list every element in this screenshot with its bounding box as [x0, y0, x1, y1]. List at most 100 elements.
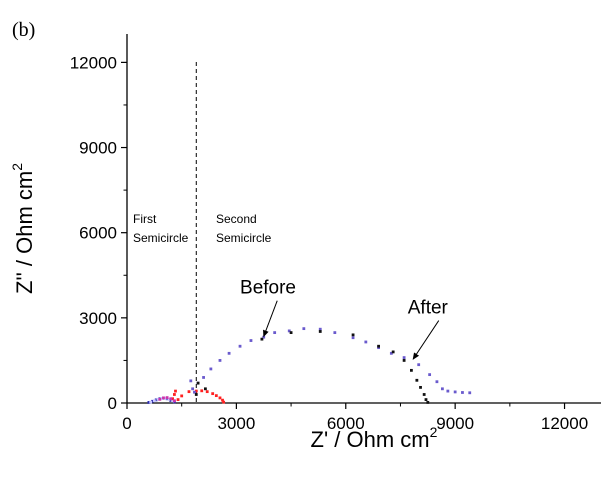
data-point [221, 398, 224, 402]
data-point [173, 393, 176, 396]
first-semicircle-label-line2: Semicircle [133, 231, 189, 245]
x-tick-label: 12000 [541, 414, 588, 433]
x-tick-label: 9000 [436, 414, 474, 433]
data-point [165, 396, 169, 400]
data-point [417, 363, 421, 367]
data-point [205, 390, 209, 394]
x-tick-label: 3000 [217, 414, 255, 433]
data-point [214, 394, 218, 398]
data-point [318, 327, 322, 331]
data-point [202, 376, 205, 379]
annotation-arrow [263, 300, 278, 338]
y-axis-title-text: Z'' / Ohm cm [12, 171, 37, 294]
data-point [171, 397, 174, 401]
annotation-label: Before [240, 278, 296, 299]
data-point [260, 337, 264, 341]
data-point [196, 381, 200, 385]
data-point [377, 344, 380, 348]
y-axis-title-sup: 2 [9, 163, 25, 171]
data-point [446, 389, 450, 393]
data-point [154, 398, 158, 402]
second-semicircle-label-line1: Second [216, 212, 257, 226]
data-point [391, 350, 395, 354]
data-point [419, 385, 422, 389]
data-point [173, 399, 176, 403]
data-point [169, 397, 173, 401]
data-point [227, 351, 231, 355]
data-point [147, 401, 151, 404]
data-point [302, 327, 306, 331]
data-point [218, 359, 222, 362]
data-point [402, 359, 406, 362]
x-tick-label: 6000 [327, 414, 365, 433]
data-point [364, 340, 368, 344]
data-point [289, 331, 293, 335]
ticks: 0 3000 6000 9000 12000 0 3000 6000 9000 12000 [70, 53, 588, 433]
data-point [180, 394, 184, 398]
x-axis-title-sup: 2 [430, 424, 438, 440]
data-point [156, 397, 160, 401]
data-point [428, 373, 432, 377]
data-point [194, 389, 198, 393]
data-point [461, 391, 464, 394]
data-point [422, 393, 426, 396]
annotation-arrow [412, 320, 440, 360]
y-tick-label: 6000 [79, 224, 117, 243]
data-point [163, 396, 167, 400]
data-point [149, 400, 153, 404]
axes [126, 34, 601, 404]
data-point [333, 331, 337, 335]
data-point [160, 397, 164, 400]
x-axis-title: Z' / Ohm cm2 [311, 424, 438, 452]
data-point [468, 391, 472, 395]
data-point [238, 344, 242, 348]
y-axis-title: Z'' / Ohm cm2 [9, 163, 37, 294]
data-point [194, 393, 198, 396]
y-tick-label: 9000 [79, 139, 117, 158]
data-point [410, 368, 413, 372]
annotations: Before After [240, 278, 449, 360]
data-point [273, 331, 277, 335]
data-point [169, 399, 173, 402]
y-tick-label: 0 [108, 394, 117, 413]
data-point [176, 398, 180, 401]
data-point [189, 379, 193, 383]
y-tick-label: 3000 [79, 309, 117, 328]
data-point [151, 399, 154, 403]
x-axis-title-text: Z' / Ohm cm [311, 427, 430, 452]
data-point [389, 351, 393, 355]
data-point [415, 378, 419, 382]
x-tick-label: 0 [122, 414, 131, 433]
data-point [287, 329, 291, 333]
data-point [426, 401, 430, 404]
data-point [440, 387, 444, 391]
data-point [158, 397, 162, 401]
data-point [377, 346, 380, 350]
data-point [187, 390, 191, 394]
data-point [218, 396, 222, 400]
data-point [203, 387, 207, 391]
data-point [318, 330, 322, 333]
data-point [453, 390, 457, 394]
panel-label: (b) [12, 19, 35, 41]
annotation-label: After [408, 298, 449, 319]
data-point [200, 389, 204, 393]
second-semicircle-label-line2: Semicircle [216, 231, 272, 245]
first-semicircle-label-line1: First [133, 212, 157, 226]
data-point [152, 399, 156, 403]
data-point [167, 397, 171, 401]
data-point [211, 392, 215, 396]
y-tick-label: 12000 [70, 53, 117, 72]
data-point [162, 396, 165, 400]
data-point [351, 333, 355, 337]
data-point [249, 339, 253, 342]
data-point [424, 398, 428, 401]
data-point [402, 356, 406, 359]
data-point [191, 387, 195, 391]
data-point [435, 380, 439, 384]
data-point [222, 400, 226, 404]
data-point [351, 336, 355, 340]
data-point [171, 399, 174, 403]
data-point [209, 367, 213, 371]
